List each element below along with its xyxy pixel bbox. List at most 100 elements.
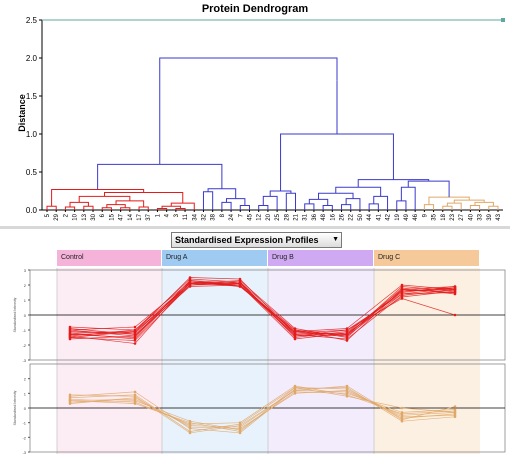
group-header-control: Control [57, 250, 161, 266]
y-tick-label: 1.5 [26, 92, 38, 101]
leaf-label: 27 [459, 213, 465, 220]
profile-point [400, 418, 404, 422]
y-tick-label: 2 [24, 283, 27, 288]
leaf-label: 13 [82, 213, 88, 220]
profile-point [68, 399, 72, 402]
y-tick-label: 1 [24, 298, 27, 303]
profile-point [453, 291, 457, 294]
profile-point [188, 431, 192, 435]
leaf-label: 19 [395, 213, 401, 220]
leaf-label: 10 [73, 213, 79, 220]
profile-point [238, 424, 242, 427]
y-tick-label: 0 [24, 313, 27, 318]
leaf-label: 11 [183, 213, 189, 220]
leaf-label: 8 [220, 213, 226, 217]
chevron-down-icon: ▼ [332, 236, 339, 243]
profile-point [133, 339, 137, 342]
profile-line [69, 283, 456, 337]
leaf-label: 26 [340, 213, 346, 220]
profile-point [345, 328, 349, 332]
leaf-label: 50 [358, 213, 364, 220]
leaf-label: 4 [165, 213, 171, 217]
profile-line [69, 385, 456, 425]
profile-point [133, 390, 137, 394]
leaf-label: 34 [192, 213, 198, 220]
profile-point [293, 392, 297, 395]
profile-point [133, 342, 137, 345]
y-tick-label: -2 [22, 435, 26, 440]
leaf-label: 48 [321, 213, 327, 220]
profile-line [69, 280, 456, 338]
profile-point [400, 297, 404, 300]
group-header-drug-c: Drug C [374, 250, 479, 266]
leaf-label: 17 [137, 213, 143, 220]
profile-point [188, 425, 192, 429]
profile-point [133, 394, 137, 398]
leaf-label: 46 [413, 213, 419, 220]
panel-y-label: Standardised Intensity [13, 390, 17, 425]
profile-point [400, 415, 404, 419]
profile-point [68, 331, 72, 335]
profile-line [69, 387, 456, 432]
leaf-label: 5 [45, 213, 51, 217]
y-tick-label: 2.5 [26, 16, 38, 25]
y-tick-label: 0.5 [26, 168, 38, 177]
group-column-bg [57, 268, 162, 454]
profile-line [69, 281, 456, 340]
leaf-label: 16 [330, 213, 336, 220]
group-header-drug-b: Drug B [268, 250, 373, 266]
profile-line [69, 280, 456, 338]
leaf-label: 18 [441, 213, 447, 220]
y-tick-label: 0.0 [26, 206, 38, 215]
profile-point [293, 328, 297, 332]
y-tick-label: 2 [24, 377, 27, 382]
leaf-label: 44 [367, 213, 373, 220]
profile-point [400, 292, 404, 296]
chart-title: Protein Dendrogram [201, 3, 309, 15]
y-tick-label: -2 [22, 343, 26, 348]
leaf-label: 1 [155, 213, 161, 217]
profile-point [238, 427, 242, 430]
y-tick-label: -1 [22, 328, 26, 333]
profile-point [68, 393, 72, 397]
y-tick-label: -3 [22, 450, 26, 455]
profile-point [188, 280, 192, 284]
leaf-label: 7 [238, 213, 244, 217]
profile-point [400, 283, 404, 287]
group-column-bg [268, 268, 374, 454]
y-tick-label: 0 [24, 406, 27, 411]
profile-point [400, 412, 404, 416]
leaf-label: 22 [349, 213, 355, 220]
dendrogram-link [159, 57, 338, 165]
leaf-label: 33 [478, 213, 484, 220]
profile-point [453, 313, 457, 317]
leaf-label: 40 [468, 213, 474, 220]
profile-line [69, 390, 456, 428]
profile-type-select-value: Standardised Expression Profiles [175, 235, 319, 245]
y-tick-label: 1.0 [26, 130, 38, 139]
profile-point [400, 289, 404, 293]
profile-point [188, 421, 192, 424]
profile-line [69, 281, 456, 344]
profile-point [68, 325, 72, 329]
profile-line [69, 387, 456, 432]
profile-point [293, 337, 297, 341]
panel-y-label: Standardised Intensity [13, 297, 17, 332]
leaf-label: 36 [312, 213, 318, 220]
leaf-label: 41 [376, 213, 382, 220]
profile-point [345, 333, 349, 336]
leaf-label: 32 [201, 213, 207, 220]
leaf-label: 45 [247, 213, 253, 220]
leaf-label: 30 [91, 213, 97, 220]
profile-point [133, 402, 137, 405]
profile-type-select[interactable]: Standardised Expression Profiles ▼ [171, 232, 342, 248]
profile-point [238, 277, 242, 281]
profile-point [293, 386, 297, 389]
profile-point [238, 430, 242, 433]
y-tick-label: 2.0 [26, 54, 38, 63]
section-divider [0, 226, 510, 229]
profile-point [453, 286, 457, 290]
leaf-label: 6 [100, 213, 106, 217]
group-header-drug-a: Drug A [162, 250, 267, 266]
profile-point [400, 406, 404, 410]
